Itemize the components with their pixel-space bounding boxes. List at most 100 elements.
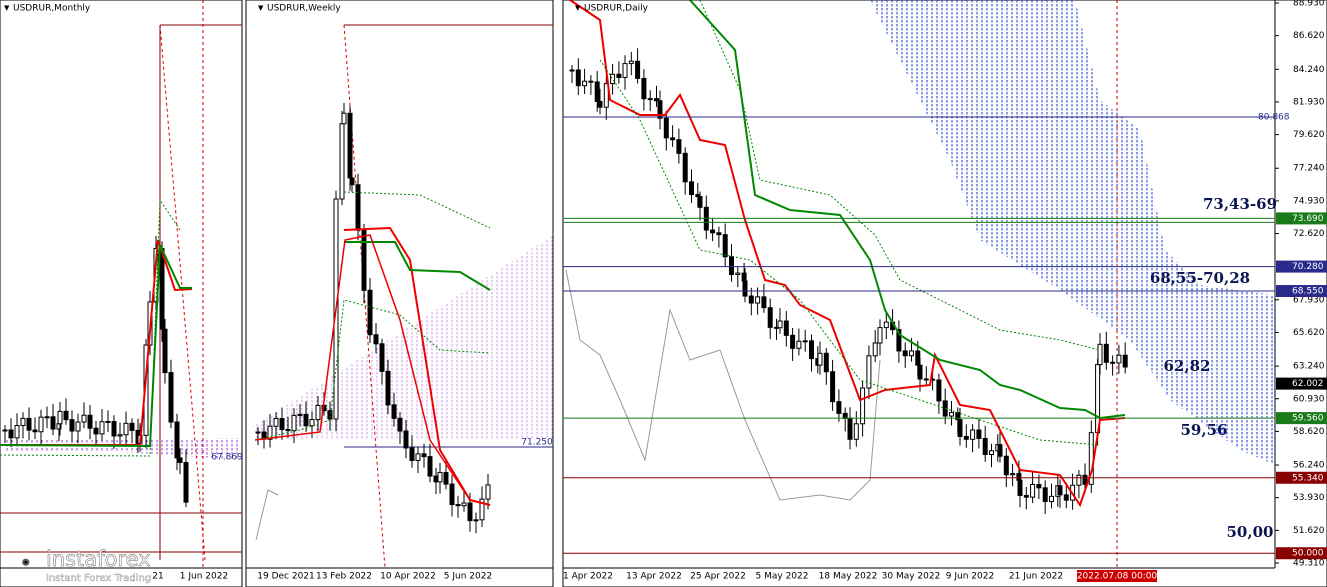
candle-body — [63, 410, 69, 421]
date-label: 19 Dec 2021 — [257, 572, 315, 582]
candle-body — [32, 429, 38, 433]
price-label: 63.240 — [1293, 362, 1325, 372]
candle-body — [682, 152, 688, 183]
indicator-line — [344, 241, 491, 291]
date-label: 9 Jun 2022 — [946, 572, 994, 582]
indicator-line — [0, 244, 192, 448]
candle-body — [347, 112, 353, 179]
chikou-line — [565, 269, 881, 501]
candle-body — [790, 334, 796, 349]
candle-body — [315, 404, 321, 421]
candle-body — [997, 444, 1003, 457]
candle-body — [847, 417, 853, 440]
price-tag — [1276, 285, 1327, 298]
candle-body — [379, 343, 385, 372]
candle-body — [872, 342, 878, 357]
candle-body — [635, 60, 641, 79]
candle-body — [594, 81, 600, 102]
candle-body — [105, 420, 111, 423]
annotation: 68,55-70,28 — [1150, 269, 1250, 287]
ichimoku-cloud — [5, 438, 240, 460]
date-label: 18 May 2022 — [819, 572, 878, 582]
candle-body — [1049, 495, 1054, 502]
candle-body — [427, 456, 433, 477]
candle-body — [588, 80, 594, 83]
candle-body — [273, 418, 279, 427]
monthly-panel — [0, 0, 243, 587]
candle-body — [796, 340, 802, 349]
price-label: 60.930 — [1293, 394, 1325, 404]
date-label: 1 Apr 2022 — [563, 572, 613, 582]
candle-body — [697, 196, 703, 208]
price-tag — [1276, 412, 1327, 425]
candle-body — [883, 321, 889, 329]
candle-body — [183, 461, 189, 503]
price-label: 53.930 — [1293, 493, 1325, 503]
candle-body — [1122, 354, 1128, 368]
candle-body — [1023, 494, 1029, 498]
candle-body — [1082, 474, 1088, 485]
price-label: 67.930 — [1293, 295, 1325, 305]
level-label: 55.340 — [1292, 473, 1324, 483]
candle-body — [915, 350, 921, 366]
candle-body — [647, 98, 653, 101]
candle-body — [982, 437, 988, 455]
candle-body — [437, 471, 443, 483]
candle-body — [1063, 494, 1069, 501]
date-label: 30 May 2022 — [882, 572, 941, 582]
candle-body — [87, 414, 93, 429]
candle-body — [817, 352, 823, 366]
candle-body — [303, 413, 309, 427]
candle-body — [830, 371, 836, 403]
level-label: 73.690 — [1292, 214, 1324, 224]
indicator-line — [569, 0, 1126, 508]
date-tag — [1077, 570, 1157, 582]
candle-body — [50, 416, 56, 430]
price-tag — [1276, 471, 1327, 484]
candle-body — [767, 307, 773, 328]
candle-body — [57, 410, 63, 425]
candle-body — [1010, 473, 1016, 476]
candle-body — [1017, 479, 1023, 496]
candle-body — [485, 484, 491, 500]
candle-body — [949, 412, 954, 417]
candle-body — [415, 453, 421, 461]
candle-body — [409, 447, 415, 461]
candle-body — [75, 421, 81, 432]
annotation: 73,43-69 — [1203, 195, 1277, 213]
price-tag — [1276, 547, 1327, 560]
candle-body — [755, 296, 761, 304]
price-label: 51.620 — [1293, 526, 1325, 536]
candle-body — [391, 404, 397, 419]
candle-body — [1042, 487, 1048, 502]
candle-body — [397, 417, 403, 432]
panel-title: USDRUR,Weekly — [267, 4, 341, 14]
indicator-line — [254, 234, 491, 506]
logo-icon: ✺ — [22, 559, 30, 569]
price-tag — [1276, 260, 1327, 273]
candle-body — [177, 457, 183, 463]
candle-body — [1003, 455, 1009, 476]
candle-body — [443, 471, 449, 485]
candle-body — [349, 177, 355, 186]
candle-body — [8, 429, 14, 439]
candle-body — [159, 247, 165, 330]
candle-body — [279, 418, 285, 431]
candle-body — [255, 431, 261, 434]
candle-body — [809, 340, 814, 360]
price-label: 86.620 — [1293, 31, 1325, 41]
annotation: 62,82 — [1164, 357, 1211, 375]
date-label: 5 May 2022 — [756, 572, 809, 582]
candle-body — [923, 378, 929, 381]
candle-body — [69, 419, 75, 432]
candle-body — [309, 419, 315, 427]
candle-body — [473, 519, 479, 522]
candle-body — [455, 504, 461, 507]
level-label: 59.560 — [1292, 414, 1324, 424]
candle-body — [917, 364, 923, 380]
candle-body — [367, 289, 373, 336]
indicator-line — [599, 59, 1101, 446]
title-arrow: ▼ — [4, 4, 10, 12]
candle-body — [168, 372, 174, 423]
